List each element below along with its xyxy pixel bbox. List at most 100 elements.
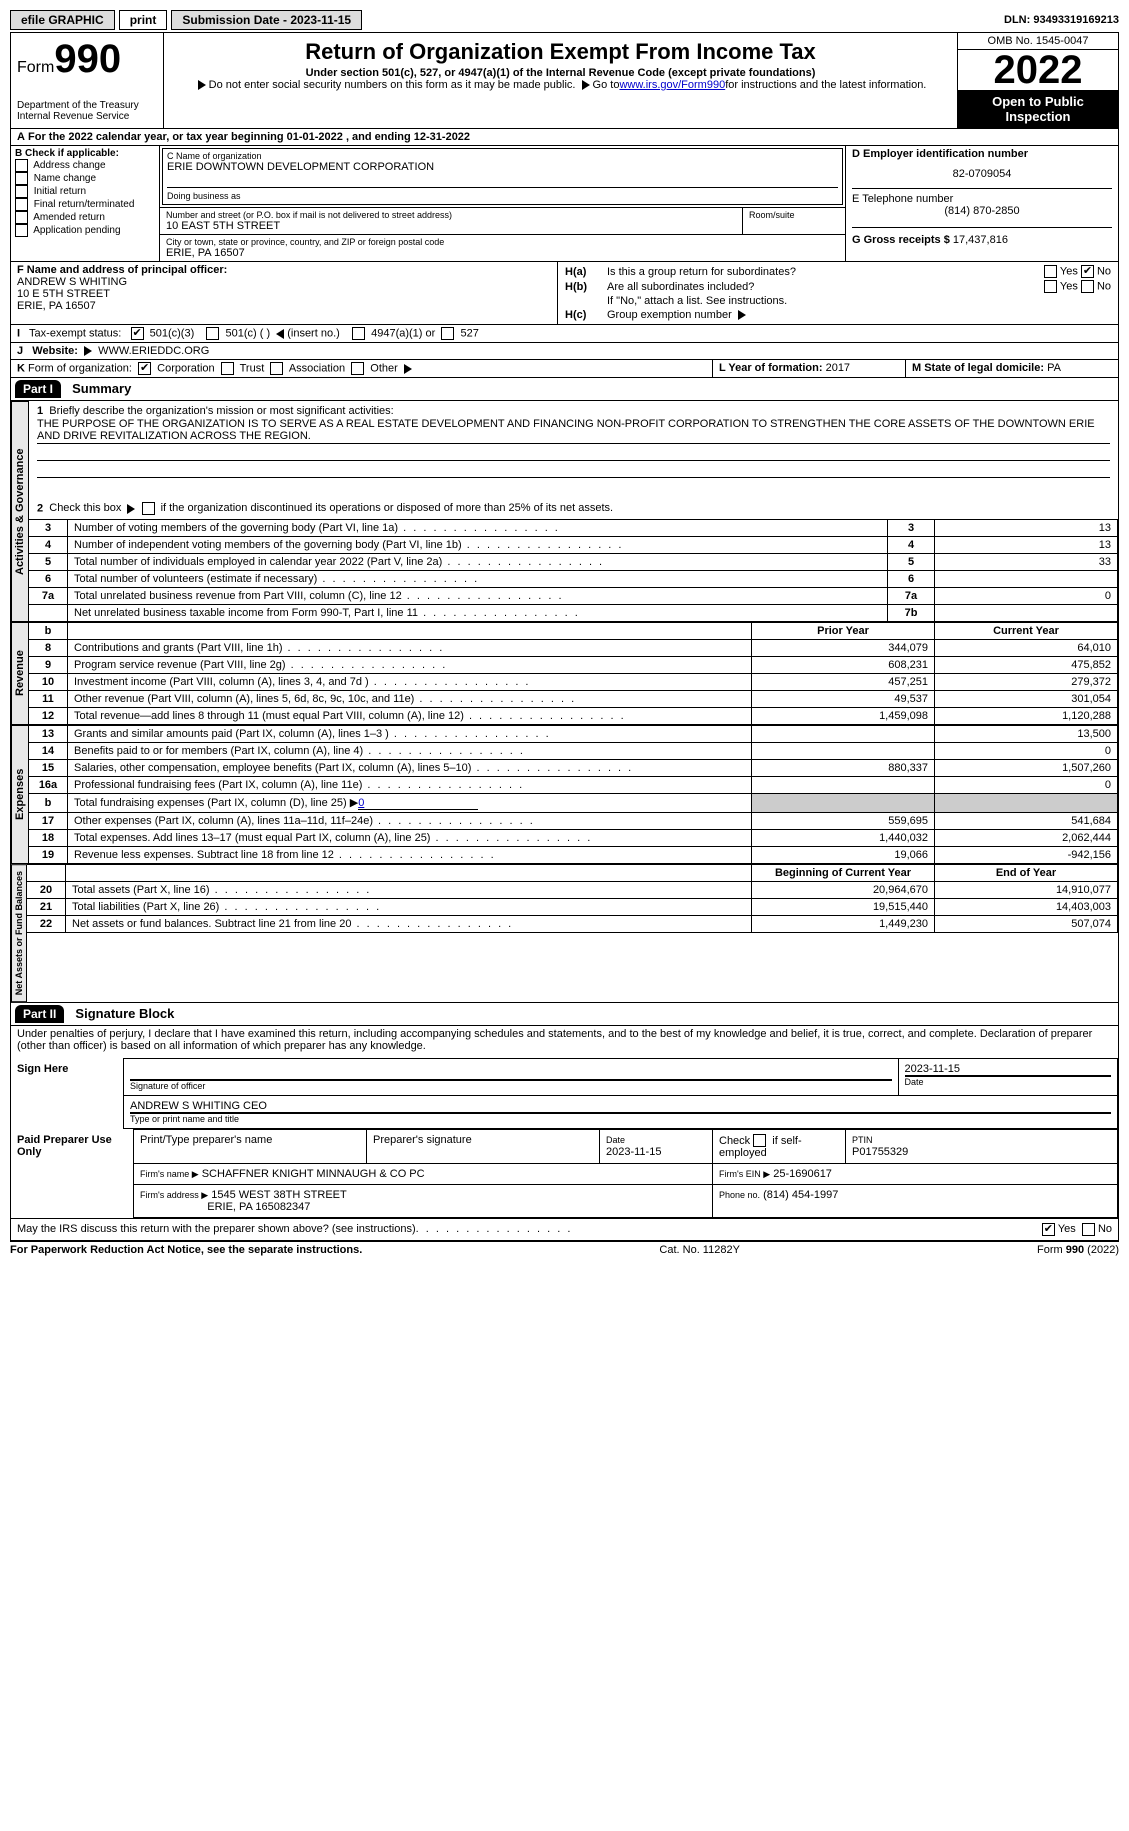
begin-year-header: Beginning of Current Year [752, 865, 935, 882]
ha-text: Is this a group return for subordinates? [606, 264, 990, 279]
no-label: No [1098, 1223, 1112, 1236]
insert-no: (insert no.) [287, 327, 340, 339]
sig-date-label: Date [905, 1077, 1111, 1087]
j-label: Website: [32, 345, 78, 357]
summary-row: bTotal fundraising expenses (Part IX, co… [29, 794, 1118, 813]
527-checkbox[interactable] [441, 327, 454, 340]
efile-label: efile GRAPHIC [10, 10, 115, 30]
firm-name: SCHAFFNER KNIGHT MINNAUGH & CO PC [202, 1168, 425, 1180]
gross-label: G Gross receipts $ [852, 234, 950, 246]
yes-label: Yes [1060, 265, 1078, 277]
arrow-icon [84, 346, 92, 356]
opt-trust: Trust [240, 362, 265, 374]
tax-year: 2022 [958, 50, 1118, 90]
hb-no-checkbox[interactable] [1081, 280, 1094, 293]
ha-yes-checkbox[interactable] [1044, 265, 1057, 278]
prior-year-header: Prior Year [752, 623, 935, 640]
print-button[interactable]: print [119, 10, 168, 30]
ptin-value: P01755329 [852, 1146, 908, 1158]
no-label: No [1097, 280, 1111, 292]
form-label: Form [17, 59, 54, 76]
501c-checkbox[interactable] [206, 327, 219, 340]
self-emp-checkbox[interactable] [753, 1134, 766, 1147]
c-name-label: C Name of organization [167, 151, 838, 161]
m-label: M State of legal domicile: [912, 362, 1044, 374]
opt-527: 527 [460, 327, 478, 339]
firm-addr1: 1545 WEST 38TH STREET [211, 1189, 347, 1201]
officer-print-name: ANDREW S WHITING CEO [130, 1100, 1111, 1112]
k-prefix: K [17, 362, 25, 374]
form-frame: Form990 Department of the Treasury Inter… [10, 32, 1119, 1241]
note-ssn: Do not enter social security numbers on … [209, 79, 576, 91]
line2-checkbox[interactable] [142, 502, 155, 515]
page-footer: For Paperwork Reduction Act Notice, see … [10, 1241, 1119, 1256]
block-b-checkbox[interactable] [15, 185, 28, 198]
firm-ein-label: Firm's EIN ▶ [719, 1169, 770, 1179]
trust-checkbox[interactable] [221, 362, 234, 375]
open-public: Open to Public Inspection [958, 90, 1118, 128]
tab-governance: Activities & Governance [11, 401, 29, 622]
opt-501c3: 501(c)(3) [150, 327, 195, 339]
dept-label: Department of the Treasury [17, 100, 157, 111]
block-b-item: Initial return [15, 185, 155, 198]
block-b-checkbox[interactable] [15, 224, 28, 237]
ptin-label: PTIN [852, 1135, 873, 1145]
corp-checkbox[interactable] [138, 362, 151, 375]
prep-name-label: Print/Type preparer's name [134, 1130, 367, 1164]
k-label: Form of organization: [28, 362, 132, 374]
part2-label: Part II [15, 1005, 64, 1023]
4947-checkbox[interactable] [352, 327, 365, 340]
tab-netassets: Net Assets or Fund Balances [11, 864, 27, 1002]
tab-revenue: Revenue [11, 622, 29, 725]
form-title: Return of Organization Exempt From Incom… [170, 39, 951, 65]
discuss-yes-checkbox[interactable] [1042, 1223, 1055, 1236]
website-value: WWW.ERIEDDC.ORG [98, 345, 209, 357]
summary-row: 19Revenue less expenses. Subtract line 1… [29, 847, 1118, 864]
hc-label: H(c) [565, 309, 586, 321]
arrow-icon [276, 329, 284, 339]
ha-label: H(a) [565, 266, 586, 278]
summary-row: 6Total number of volunteers (estimate if… [29, 571, 1118, 588]
instructions-link[interactable]: www.irs.gov/Form990 [619, 79, 725, 91]
block-b-checkbox[interactable] [15, 211, 28, 224]
phone-value: (814) 870-2850 [852, 205, 1112, 217]
summary-row: 14Benefits paid to or for members (Part … [29, 743, 1118, 760]
hb-yes-checkbox[interactable] [1044, 280, 1057, 293]
officer-addr2: ERIE, PA 16507 [17, 300, 551, 312]
opt-4947: 4947(a)(1) or [371, 327, 435, 339]
ein-label: D Employer identification number [852, 148, 1112, 160]
j-prefix: J [17, 345, 23, 357]
ha-no-checkbox[interactable] [1081, 265, 1094, 278]
arrow-icon [198, 80, 206, 90]
type-name-label: Type or print name and title [130, 1114, 1111, 1124]
hc-text: Group exemption number [607, 309, 732, 321]
firm-phone-label: Phone no. [719, 1190, 760, 1200]
block-b-checkbox[interactable] [15, 172, 28, 185]
other-checkbox[interactable] [351, 362, 364, 375]
city-state-zip: ERIE, PA 16507 [166, 247, 839, 259]
part2-title: Signature Block [67, 1006, 174, 1021]
form-subtitle: Under section 501(c), 527, or 4947(a)(1)… [170, 67, 951, 79]
dba-label: Doing business as [167, 191, 241, 201]
city-label: City or town, state or province, country… [166, 237, 839, 247]
block-b: B Check if applicable: Address change Na… [11, 146, 160, 261]
501c3-checkbox[interactable] [131, 327, 144, 340]
assoc-checkbox[interactable] [270, 362, 283, 375]
end-year-header: End of Year [935, 865, 1118, 882]
top-bar: efile GRAPHIC print Submission Date - 20… [10, 10, 1119, 30]
summary-row: 18Total expenses. Add lines 13–17 (must … [29, 830, 1118, 847]
arrow-icon [404, 364, 412, 374]
officer-name: ANDREW S WHITING [17, 276, 551, 288]
block-b-item: Final return/terminated [15, 198, 155, 211]
firm-name-label: Firm's name ▶ [140, 1169, 199, 1179]
opt-other: Other [370, 362, 398, 374]
summary-row: 17Other expenses (Part IX, column (A), l… [29, 813, 1118, 830]
arrow-icon [738, 310, 746, 320]
block-b-checkbox[interactable] [15, 159, 28, 172]
tab-expenses: Expenses [11, 725, 29, 864]
summary-row: Net unrelated business taxable income fr… [29, 605, 1118, 622]
block-b-checkbox[interactable] [15, 198, 28, 211]
discuss-no-checkbox[interactable] [1082, 1223, 1095, 1236]
summary-row: 7aTotal unrelated business revenue from … [29, 588, 1118, 605]
sig-officer-label: Signature of officer [130, 1081, 892, 1091]
